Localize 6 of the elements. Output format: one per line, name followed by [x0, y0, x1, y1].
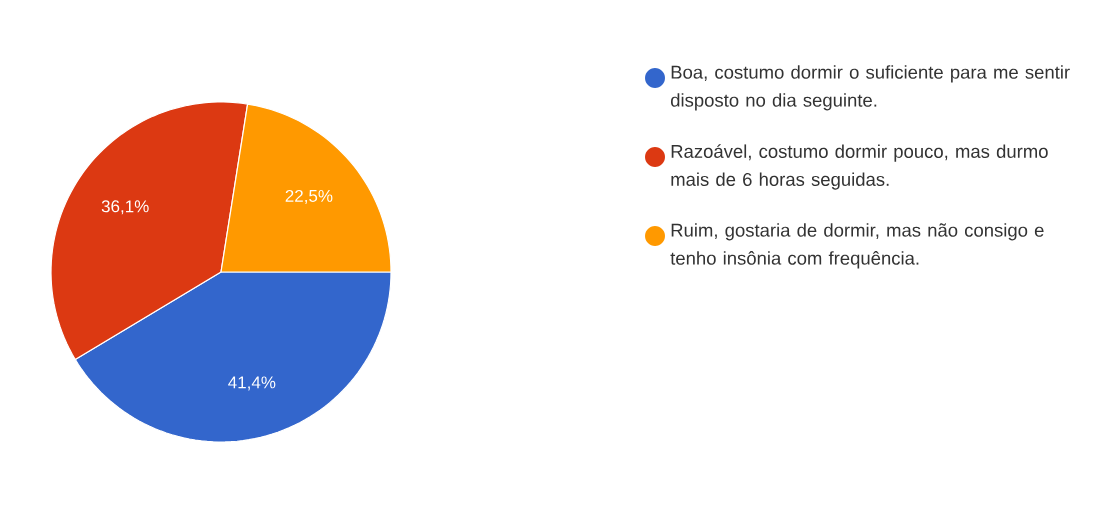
legend-label: Ruim, gostaria de dormir, mas não consigo e tenho insônia com frequência.	[670, 223, 1044, 269]
data-label: 41,4%	[228, 376, 276, 391]
data-label: 22,5%	[285, 189, 333, 204]
legend-label: Boa, costumo dormir o suficiente para me sentir disposto no dia seguinte.	[670, 65, 1070, 111]
data-label: 36,1%	[101, 200, 149, 215]
legend-label: Razoável, costumo dormir pouco, mas durmo mais de 6 horas seguidas.	[671, 144, 1048, 190]
